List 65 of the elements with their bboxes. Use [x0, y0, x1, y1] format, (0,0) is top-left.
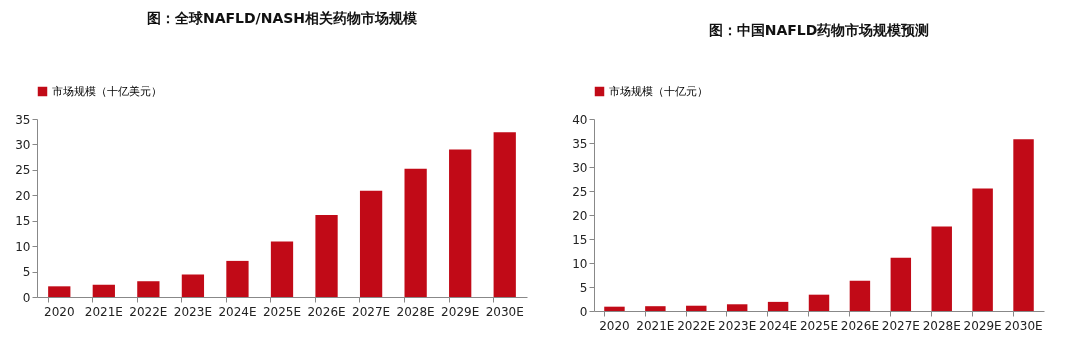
bar [181, 274, 205, 297]
bar [493, 132, 516, 297]
x-tick-label: 2026E [307, 304, 346, 319]
bar [48, 286, 71, 297]
bar [849, 280, 871, 311]
y-tick-label: 30 [572, 160, 588, 175]
bar [645, 306, 666, 311]
legend-label: 市场规模（十亿元） [609, 84, 708, 98]
y-tick-label: 15 [572, 232, 588, 247]
x-tick-label: 2021E [636, 318, 675, 333]
bar [686, 305, 707, 311]
x-tick-label: 2028E [396, 304, 435, 319]
y-tick-label: 10 [15, 239, 31, 254]
chart-title: 图：全球NAFLD/NASH相关药物市场规模 [146, 10, 419, 26]
bar [604, 306, 625, 311]
x-tick-label: 2030E [485, 304, 524, 319]
bar [137, 281, 160, 297]
x-tick-label: 2025E [262, 304, 302, 319]
bar [449, 149, 472, 297]
y-tick-label: 0 [579, 304, 588, 319]
y-tick-label: 15 [15, 214, 31, 229]
bar [270, 241, 294, 297]
y-tick-label: 5 [579, 280, 588, 295]
legend-label: 市场规模（十亿美元） [52, 84, 162, 98]
x-tick-label: 2022E [677, 318, 716, 333]
bar [890, 257, 912, 311]
bar [808, 294, 830, 311]
y-tick-label: 25 [15, 163, 31, 178]
y-tick-label: 20 [572, 208, 588, 223]
x-tick-label: 2029E [441, 304, 480, 319]
x-tick-label: 2027E [881, 318, 920, 333]
bar [404, 168, 427, 297]
y-tick-label: 40 [572, 112, 588, 127]
x-tick-label: 2030E [1004, 318, 1043, 333]
y-tick-label: 0 [22, 290, 31, 305]
x-tick-label: 2021E [84, 304, 123, 319]
x-tick-label: 2024E [218, 304, 257, 319]
y-tick-label: 20 [15, 188, 31, 203]
y-tick-label: 5 [22, 265, 31, 280]
x-tick-label: 2023E [173, 304, 212, 319]
bar [359, 190, 383, 297]
bar [92, 284, 115, 297]
y-tick-label: 10 [572, 256, 588, 271]
x-tick-label: 2027E [352, 304, 391, 319]
x-tick-label: 2028E [922, 318, 961, 333]
y-tick-label: 30 [15, 137, 31, 152]
x-tick-label: 2023E [718, 318, 757, 333]
bar [726, 304, 748, 311]
bar [226, 260, 249, 297]
bar [1013, 139, 1034, 311]
chart-title: 图：中国NAFLD药物市场规模预测 [708, 22, 930, 38]
bar [972, 188, 993, 311]
x-tick-label: 2029E [963, 318, 1002, 333]
x-tick-label: 2020 [599, 318, 630, 333]
y-tick-label: 35 [572, 136, 588, 151]
bar [315, 215, 338, 297]
bar [767, 301, 789, 311]
x-tick-label: 2024E [759, 318, 798, 333]
y-tick-label: 25 [572, 184, 588, 199]
x-tick-label: 2026E [840, 318, 879, 333]
x-tick-label: 2020 [44, 304, 75, 319]
x-tick-label: 2025E [799, 318, 839, 333]
bar [931, 226, 952, 311]
x-tick-label: 2022E [129, 304, 168, 319]
y-tick-label: 35 [15, 112, 31, 127]
